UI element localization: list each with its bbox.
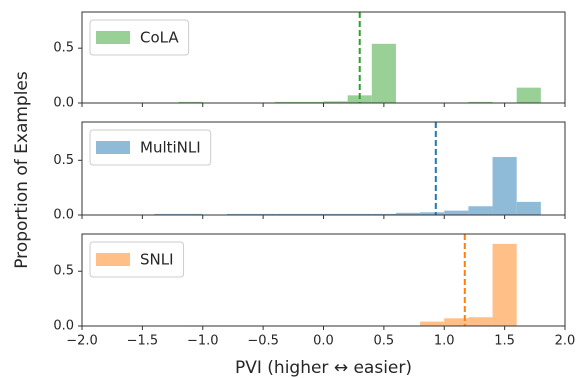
bar	[516, 201, 541, 215]
legend-box	[89, 241, 185, 278]
bar	[347, 213, 372, 215]
bar	[516, 87, 541, 103]
x-tick-label: 0.0	[313, 334, 334, 349]
y-tick-label: 0.5	[53, 153, 74, 168]
bar	[251, 213, 276, 215]
x-tick-label: 1.0	[434, 334, 455, 349]
bar	[468, 317, 493, 326]
x-tick-label: −1.0	[187, 334, 219, 349]
y-axis-label: Proportion of Examples	[12, 71, 32, 269]
bar	[154, 213, 179, 215]
bar	[371, 213, 396, 215]
bar	[444, 318, 469, 326]
bar	[420, 321, 445, 326]
x-tick-label: −1.5	[127, 334, 159, 349]
x-tick-label: 1.5	[494, 334, 515, 349]
y-tick-label: 0.5	[53, 41, 74, 56]
bar	[395, 212, 421, 215]
y-tick-label: 0.5	[53, 264, 74, 279]
bar	[178, 213, 203, 215]
legend-box	[89, 19, 190, 56]
bar	[275, 101, 300, 103]
bar	[468, 206, 493, 215]
bar	[226, 213, 252, 215]
legend-swatch	[96, 141, 130, 154]
bar	[444, 210, 469, 215]
legend-swatch	[96, 253, 130, 266]
bar	[275, 213, 300, 215]
legend-label: CoLA	[140, 29, 179, 47]
x-tick-label: 2.0	[555, 334, 576, 349]
bar	[299, 101, 324, 103]
y-tick-label: 0.0	[53, 96, 74, 111]
x-tick-label: 0.5	[374, 334, 395, 349]
bar	[420, 212, 445, 215]
x-tick-label: −0.5	[247, 334, 279, 349]
legend-box	[89, 129, 212, 166]
bar	[347, 95, 372, 103]
y-tick-label: 0.0	[53, 319, 74, 334]
bar	[492, 157, 517, 215]
bar	[371, 43, 396, 103]
legend-label: SNLI	[140, 251, 174, 269]
x-axis-label: PVI (higher ↔ easier)	[235, 358, 412, 378]
legend-swatch	[96, 31, 130, 44]
y-tick-label: 0.0	[53, 208, 74, 223]
legend-label: MultiNLI	[140, 139, 201, 157]
bar	[323, 101, 348, 103]
bar	[492, 243, 517, 326]
x-tick-label: −2.0	[66, 334, 98, 349]
bar	[299, 213, 324, 215]
bar	[468, 101, 493, 103]
bar	[323, 213, 348, 215]
bar	[178, 101, 203, 103]
